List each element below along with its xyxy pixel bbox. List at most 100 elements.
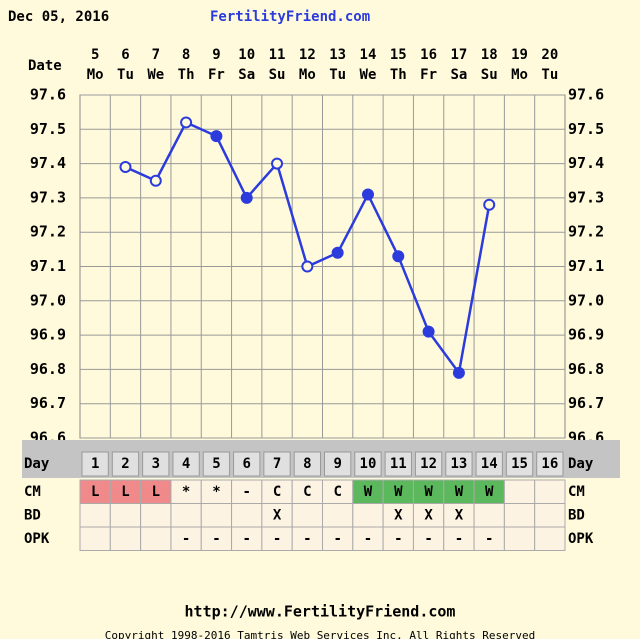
x-tick-label: 20 — [541, 47, 558, 63]
y-tick-label: 97.2 — [30, 223, 66, 241]
temperature-point — [422, 325, 435, 338]
cell-value: W — [394, 484, 403, 500]
y2-tick-label: 97.3 — [568, 188, 604, 206]
day-number: 3 — [152, 456, 160, 472]
table-cell — [534, 479, 566, 504]
weekday-label: Tu — [329, 67, 346, 83]
day-cell — [536, 451, 564, 477]
y-tick-label: 97.3 — [30, 188, 66, 206]
y2-tick-label: 96.7 — [568, 394, 604, 412]
table-cell — [503, 526, 536, 551]
day-number: 9 — [333, 456, 341, 472]
day-cell — [354, 451, 382, 477]
cell-value: - — [455, 531, 463, 547]
table-cell — [231, 503, 263, 528]
weekday-label: Th — [390, 67, 407, 83]
cell-value: * — [212, 484, 220, 500]
x-tick-label: 10 — [238, 47, 255, 63]
x-tick-label: 15 — [390, 47, 407, 63]
x-tick-label: 6 — [121, 47, 129, 63]
temperature-point — [210, 130, 223, 143]
weekday-label: Mo — [511, 67, 528, 83]
day-cell — [445, 451, 473, 477]
y2-tick-label: 96.9 — [568, 326, 604, 344]
cell-value: L — [121, 484, 129, 500]
cell-value: - — [243, 484, 251, 500]
x-tick-label: 18 — [481, 47, 498, 63]
cell-value: - — [333, 531, 341, 547]
chart-title: FertilityFriend.com — [210, 9, 370, 25]
cell-value: C — [303, 484, 311, 500]
weekday-label: Tu — [541, 67, 558, 83]
row-label: OPK — [24, 531, 50, 547]
copyright: Copyright 1998-2016 Tamtris Web Services… — [105, 629, 535, 639]
day-number: 4 — [182, 456, 190, 472]
day-number: 8 — [303, 456, 311, 472]
day-cell — [414, 451, 443, 477]
table-cell — [322, 503, 354, 528]
cell-value: - — [273, 531, 281, 547]
cell-value: - — [485, 531, 493, 547]
row-label-right: BD — [568, 507, 585, 523]
cell-value: - — [243, 531, 251, 547]
row-label-right: CM — [568, 484, 585, 500]
cell-value: W — [485, 484, 494, 500]
y-tick-label: 96.8 — [30, 360, 66, 378]
temperature-point — [452, 366, 465, 379]
x-tick-label: 12 — [299, 47, 316, 63]
x-tick-label: 8 — [182, 47, 190, 63]
cell-value: * — [182, 484, 190, 500]
y-tick-label: 97.0 — [30, 291, 66, 309]
day-number: 2 — [121, 456, 129, 472]
day-number: 7 — [273, 456, 281, 472]
temperature-point — [331, 246, 344, 259]
weekday-label: Th — [178, 67, 195, 83]
day-cell — [324, 451, 352, 477]
day-number: 11 — [390, 456, 407, 472]
row-label-right: OPK — [568, 531, 594, 547]
x-tick-label: 9 — [212, 47, 220, 63]
table-cell — [352, 503, 384, 528]
table-cell — [140, 503, 172, 528]
y2-tick-label: 96.8 — [568, 360, 604, 378]
cell-value: W — [364, 484, 373, 500]
y-tick-label: 97.6 — [30, 86, 66, 104]
day-cell — [475, 451, 503, 477]
weekday-label: Sa — [450, 67, 467, 83]
table-cell — [109, 526, 142, 551]
cell-value: L — [91, 484, 99, 500]
temperature-point-open — [180, 116, 193, 129]
cell-value: C — [273, 484, 281, 500]
cell-value: X — [424, 507, 433, 523]
x-tick-label: 13 — [329, 47, 346, 63]
cell-value: - — [303, 531, 311, 547]
x-tick-label: 17 — [450, 47, 467, 63]
row-label: BD — [24, 507, 41, 523]
temperature-point — [392, 250, 405, 263]
day-cell — [81, 451, 109, 477]
x-tick-label: 11 — [269, 47, 286, 63]
day-cell — [202, 451, 231, 477]
y2-tick-label: 97.5 — [568, 120, 604, 138]
temperature-point — [240, 191, 253, 204]
weekday-label: Su — [269, 67, 286, 83]
cell-value: W — [455, 484, 464, 500]
date-label: Date — [28, 58, 62, 74]
cell-value: X — [455, 507, 464, 523]
table-cell — [503, 503, 536, 528]
cell-value: W — [424, 484, 433, 500]
weekday-label: Mo — [87, 67, 104, 83]
weekday-label: We — [360, 67, 377, 83]
cell-value: - — [182, 531, 190, 547]
cell-value: L — [152, 484, 160, 500]
y2-tick-label: 97.2 — [568, 223, 604, 241]
x-tick-label: 19 — [511, 47, 528, 63]
cell-value: C — [333, 484, 341, 500]
x-tick-label: 5 — [91, 47, 99, 63]
cell-value: - — [212, 531, 220, 547]
day-number: 14 — [481, 456, 498, 472]
temperature-point-open — [483, 198, 496, 211]
day-cell — [172, 451, 200, 477]
table-cell — [291, 503, 323, 528]
